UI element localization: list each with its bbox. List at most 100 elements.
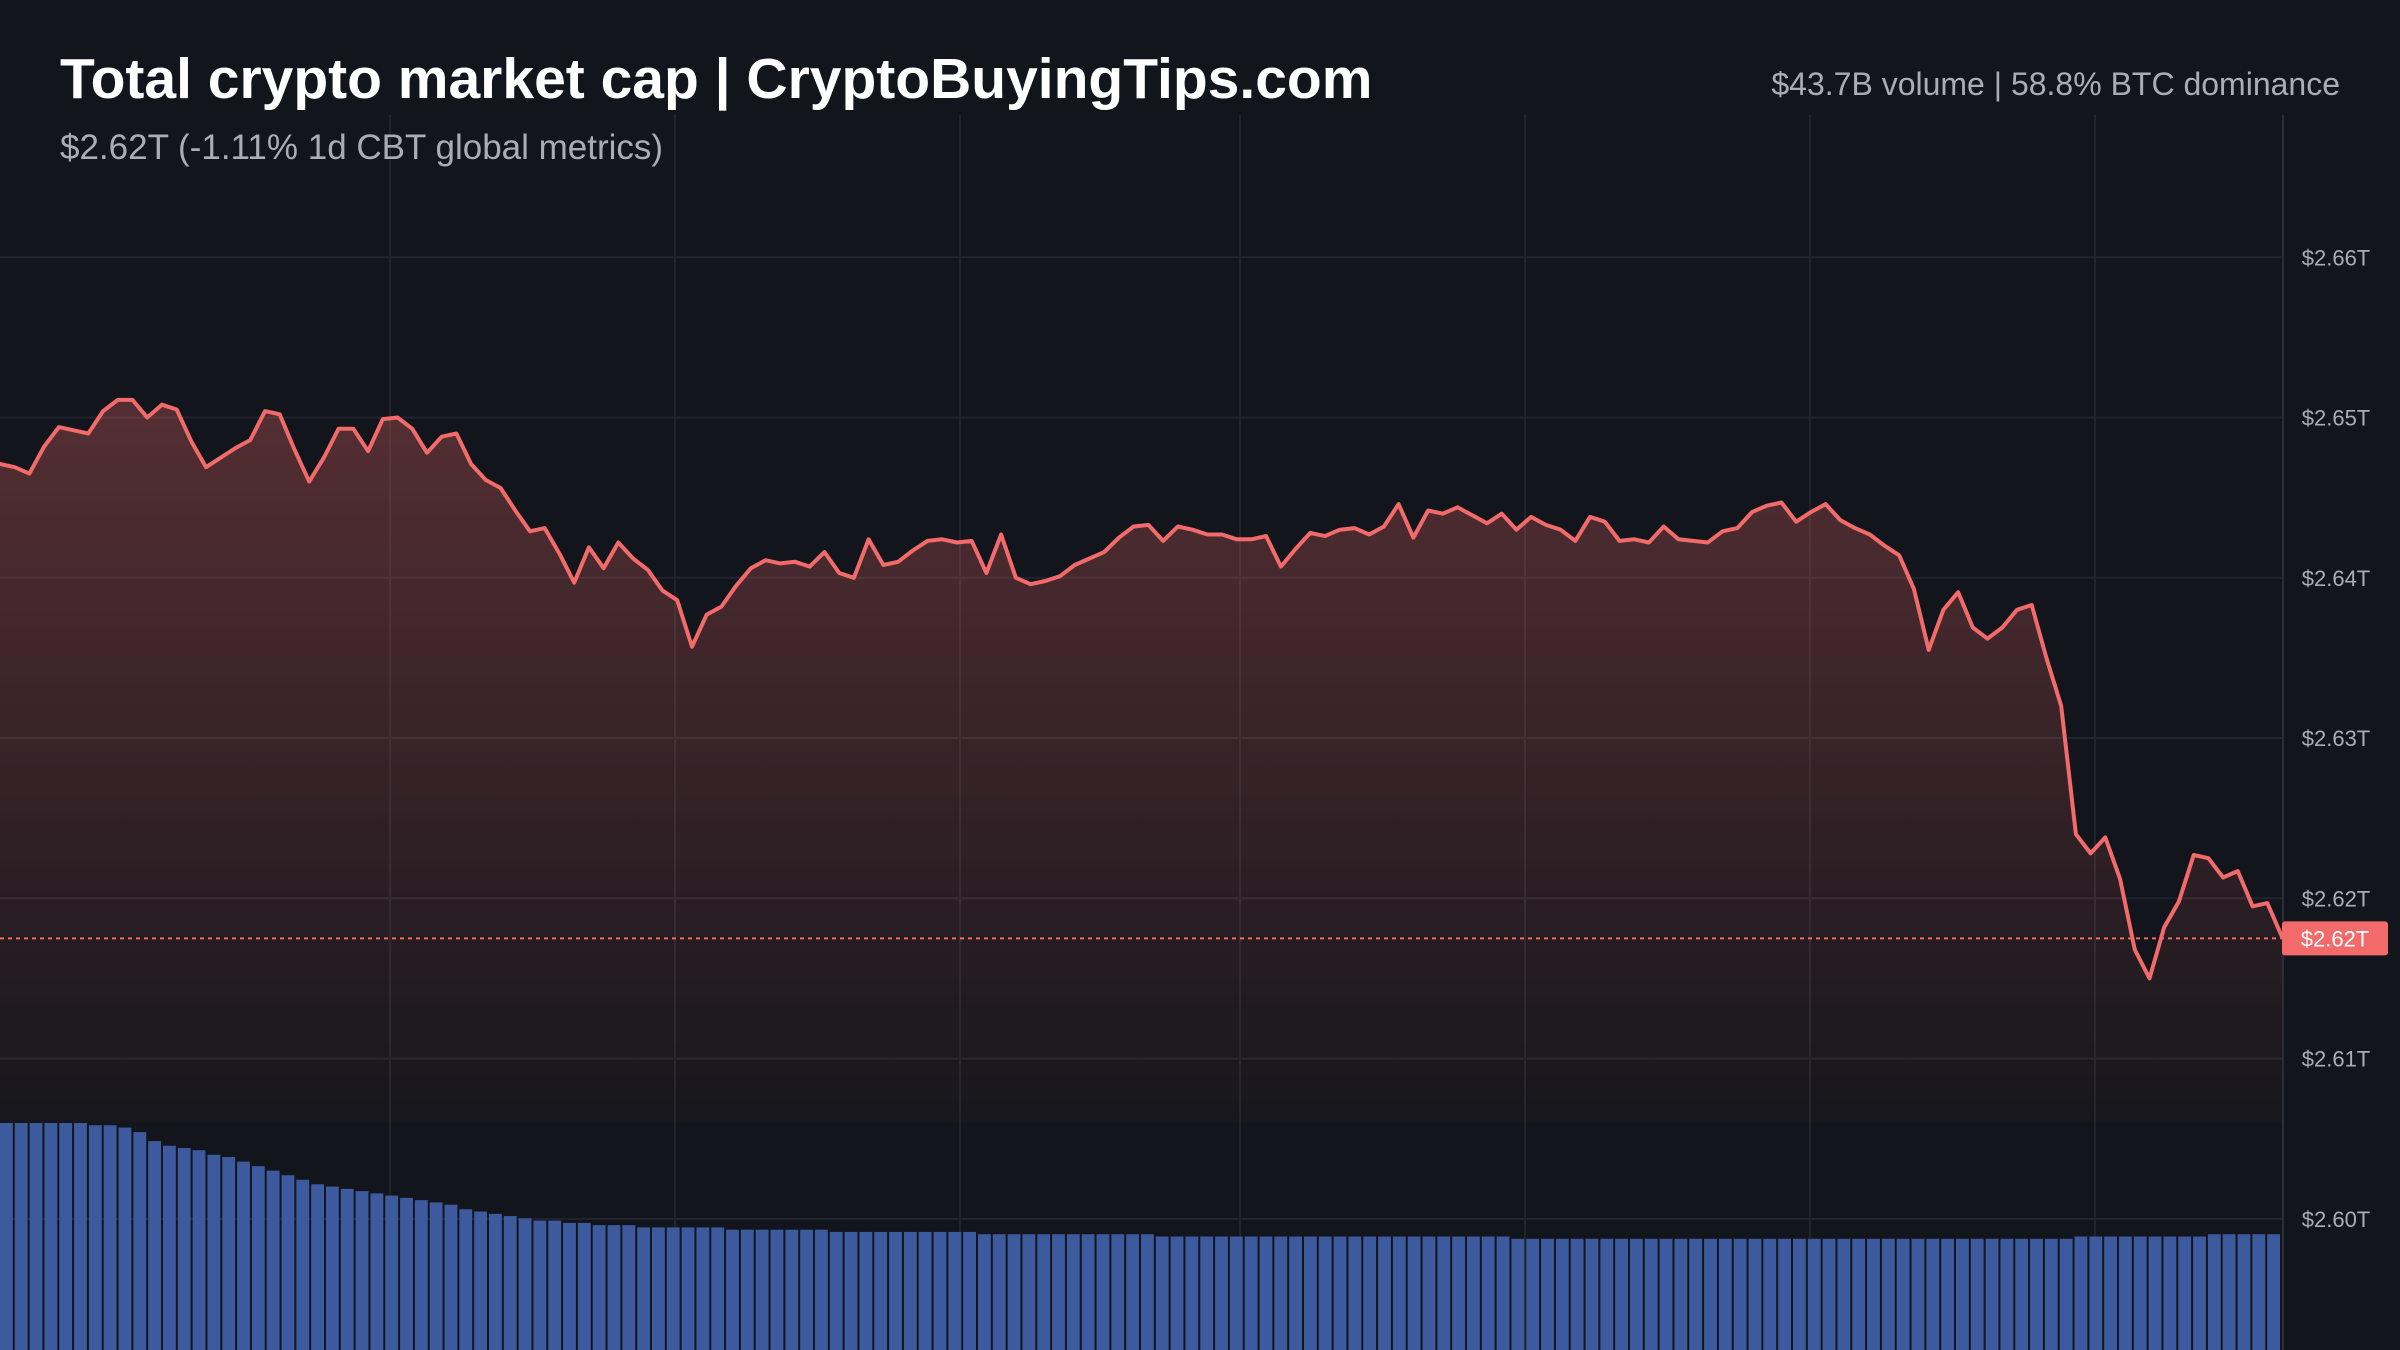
volume-bar bbox=[2089, 1236, 2103, 1350]
volume-bar bbox=[1407, 1236, 1421, 1350]
volume-bar bbox=[177, 1147, 191, 1350]
volume-bar bbox=[1985, 1238, 1999, 1350]
y-axis-ticks: $2.66T $2.65T $2.64T $2.63T $2.62T $2.61T $2.6… bbox=[2302, 245, 2371, 1232]
volume-bar bbox=[2222, 1234, 2236, 1350]
volume-bar bbox=[444, 1204, 458, 1350]
volume-bar bbox=[192, 1150, 206, 1350]
volume-bar bbox=[1126, 1234, 1139, 1350]
volume-bar bbox=[1170, 1236, 1184, 1350]
volume-bar bbox=[1363, 1236, 1377, 1350]
volume-bar bbox=[1807, 1238, 1821, 1350]
volume-bar bbox=[2178, 1236, 2192, 1350]
volume-bar bbox=[59, 1123, 73, 1350]
volume-bar bbox=[2133, 1236, 2147, 1350]
volume-bar bbox=[1244, 1236, 1258, 1350]
volume-bar bbox=[2059, 1238, 2073, 1350]
volume-bar bbox=[237, 1161, 250, 1350]
volume-bar bbox=[429, 1202, 443, 1350]
volume-bar bbox=[577, 1222, 591, 1350]
volume-bar bbox=[355, 1191, 369, 1350]
volume-bar bbox=[2163, 1236, 2177, 1350]
volume-bar bbox=[785, 1229, 799, 1350]
volume-bar bbox=[2015, 1238, 2029, 1350]
volume-bar bbox=[1289, 1236, 1302, 1350]
volume-bars bbox=[0, 1123, 2280, 1350]
volume-bar bbox=[1452, 1236, 1465, 1350]
volume-bar bbox=[1437, 1236, 1451, 1350]
volume-bar bbox=[963, 1231, 976, 1350]
volume-bar bbox=[1926, 1238, 1940, 1350]
volume-bar bbox=[666, 1227, 680, 1350]
volume-bar bbox=[844, 1231, 858, 1350]
volume-bar bbox=[622, 1225, 636, 1350]
volume-bar bbox=[1318, 1236, 1332, 1350]
volume-bar bbox=[1274, 1236, 1288, 1350]
volume-bar bbox=[489, 1213, 502, 1350]
volume-bar bbox=[1096, 1234, 1110, 1350]
volume-bar bbox=[148, 1141, 161, 1350]
volume-bar bbox=[1081, 1234, 1095, 1350]
volume-bar bbox=[1007, 1234, 1021, 1350]
volume-bar bbox=[1970, 1238, 1984, 1350]
volume-bar bbox=[385, 1195, 399, 1350]
chart-title: Total crypto market cap | CryptoBuyingTi… bbox=[60, 47, 1373, 111]
volume-bar bbox=[815, 1229, 828, 1350]
volume-bar bbox=[222, 1157, 236, 1350]
volume-bar bbox=[948, 1231, 962, 1350]
volume-bar bbox=[1778, 1238, 1791, 1350]
y-tick-label: $2.60T bbox=[2302, 1207, 2371, 1232]
volume-bar bbox=[266, 1170, 280, 1350]
volume-bar bbox=[681, 1227, 695, 1350]
y-tick-label: $2.63T bbox=[2302, 726, 2371, 751]
volume-bar bbox=[2044, 1238, 2058, 1350]
volume-bar bbox=[1304, 1236, 1317, 1350]
volume-bar bbox=[1689, 1238, 1703, 1350]
volume-bar bbox=[1378, 1236, 1391, 1350]
volume-bar bbox=[1956, 1238, 1969, 1350]
volume-bar bbox=[1422, 1236, 1436, 1350]
volume-bar bbox=[2267, 1234, 2280, 1350]
volume-bar bbox=[918, 1231, 932, 1350]
volume-bar bbox=[1718, 1238, 1732, 1350]
volume-bar bbox=[1911, 1238, 1925, 1350]
volume-bar bbox=[1615, 1238, 1628, 1350]
volume-bar bbox=[1259, 1236, 1273, 1350]
volume-bar bbox=[770, 1229, 784, 1350]
volume-bar bbox=[207, 1154, 221, 1350]
volume-bar bbox=[637, 1227, 650, 1350]
volume-bar bbox=[1511, 1238, 1525, 1350]
volume-bar bbox=[755, 1229, 769, 1350]
volume-bar bbox=[400, 1197, 413, 1350]
volume-bar bbox=[414, 1200, 428, 1350]
volume-bar bbox=[2030, 1238, 2043, 1350]
volume-bar bbox=[1229, 1236, 1243, 1350]
market-cap-area bbox=[0, 399, 2282, 1123]
volume-bar bbox=[118, 1127, 132, 1350]
volume-bar bbox=[474, 1211, 487, 1350]
volume-bar bbox=[726, 1229, 739, 1350]
volume-bar bbox=[1659, 1238, 1673, 1350]
volume-bar bbox=[1941, 1238, 1954, 1350]
volume-bar bbox=[1585, 1238, 1599, 1350]
current-price-tag-bg bbox=[2282, 921, 2388, 956]
volume-dominance-stats: $43.7B volume | 58.8% BTC dominance bbox=[1771, 66, 2340, 102]
volume-bar bbox=[652, 1227, 665, 1350]
volume-bar bbox=[281, 1175, 295, 1350]
volume-bar bbox=[459, 1209, 473, 1350]
volume-bar bbox=[1793, 1238, 1806, 1350]
volume-bar bbox=[326, 1186, 339, 1350]
volume-bar bbox=[14, 1123, 28, 1350]
volume-bar bbox=[1600, 1238, 1614, 1350]
y-tick-label: $2.66T bbox=[2302, 245, 2371, 270]
volume-bar bbox=[800, 1229, 813, 1350]
volume-bar bbox=[88, 1125, 102, 1350]
volume-bar bbox=[533, 1220, 547, 1350]
volume-bar bbox=[133, 1132, 147, 1350]
volume-bar bbox=[1674, 1238, 1688, 1350]
volume-bar bbox=[2252, 1234, 2266, 1350]
volume-bar bbox=[1852, 1238, 1866, 1350]
volume-bar bbox=[874, 1231, 888, 1350]
volume-bar bbox=[1215, 1236, 1228, 1350]
volume-bar bbox=[1570, 1238, 1584, 1350]
